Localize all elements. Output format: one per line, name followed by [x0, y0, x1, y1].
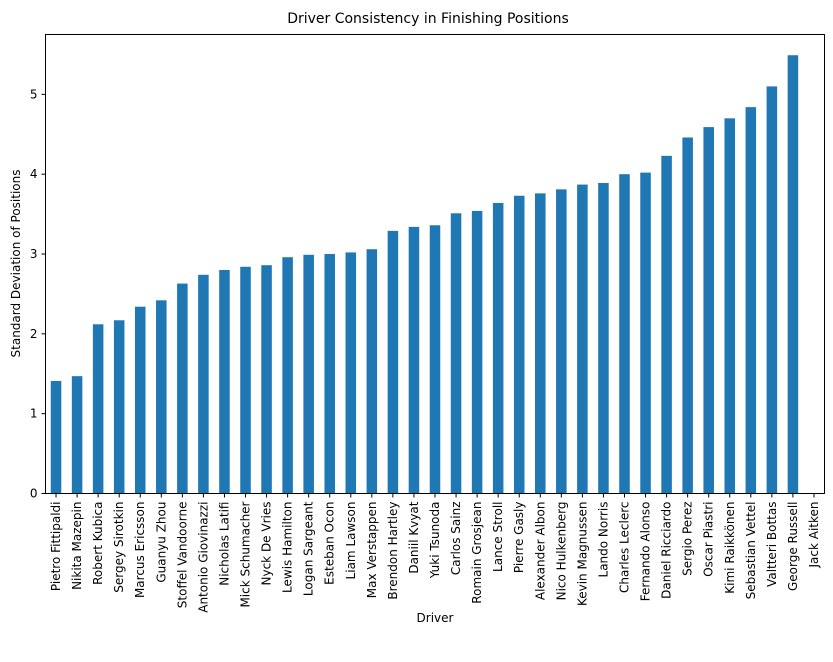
x-tick-label: Liam Lawson	[344, 502, 358, 580]
x-tick-label: Valtteri Bottas	[765, 502, 779, 587]
y-tick-label: 1	[30, 407, 38, 421]
bar	[703, 127, 714, 494]
bar	[535, 193, 546, 494]
y-axis: 0 1 2 3 4 5	[30, 87, 46, 501]
x-tick-label: Antonio Giovinazzi	[196, 502, 210, 613]
x-tick-label: Sebastian Vettel	[744, 502, 758, 600]
x-tick-label: Max Verstappen	[365, 502, 379, 599]
bar	[682, 137, 693, 494]
plot-frame	[45, 34, 825, 494]
x-tick-label: Fernando Alonso	[639, 502, 653, 602]
x-tick-label: Carlos Sainz	[449, 502, 463, 576]
bar	[261, 265, 272, 494]
x-tick-label: Kimi Raikkönen	[723, 502, 737, 594]
x-tick-label: Brendon Hartley	[386, 502, 400, 600]
bar	[766, 86, 778, 494]
bar	[92, 324, 104, 494]
x-tick-label: Mick Schumacher	[239, 501, 253, 607]
x-tick-label: Lewis Hamilton	[281, 502, 295, 593]
x-tick-label: Lando Norris	[596, 502, 610, 578]
x-tick-label: Marcus Ericsson	[133, 502, 147, 599]
bar	[640, 172, 651, 494]
x-tick-label: Charles Leclerc	[617, 502, 631, 594]
x-tick-label: Pietro Fittipaldi	[49, 502, 63, 592]
x-tick-label: Jack Aitken	[807, 502, 821, 569]
x-tick-label: Nikita Mazepin	[70, 502, 84, 590]
bar	[324, 254, 335, 494]
bar	[113, 320, 125, 494]
x-tick-label: Daniel Ricciardo	[660, 502, 674, 599]
bar	[787, 55, 799, 494]
x-tick-label: Nico Hulkenberg	[554, 502, 568, 601]
bar	[513, 195, 525, 494]
bars-group	[50, 55, 799, 494]
y-tick-label: 2	[30, 327, 38, 341]
y-axis-label: Standard Deviation of Positions	[9, 170, 23, 358]
bar	[556, 189, 567, 494]
bar	[619, 174, 630, 494]
x-tick-label: Pierre Gasly	[512, 502, 526, 574]
x-tick-label: Logan Sargeant	[302, 501, 316, 596]
bar	[345, 252, 357, 494]
y-tick-label: 0	[30, 487, 38, 501]
x-tick-label: Alexander Albon	[533, 502, 547, 601]
x-tick-label: Nyck De Vries	[260, 502, 274, 586]
x-tick-label: Sergey Sirotkin	[112, 502, 126, 593]
bar	[429, 225, 441, 494]
x-tick-label: Daniil Kvyat	[407, 501, 421, 573]
x-tick-label: George Russell	[786, 502, 800, 592]
bar	[724, 118, 736, 494]
bar	[198, 274, 209, 494]
x-tick-label: Yuki Tsunoda	[428, 502, 442, 580]
x-tick-label: Sergio Perez	[681, 502, 695, 576]
x-tick-label: Oscar Piastri	[702, 502, 716, 577]
bar	[492, 202, 504, 494]
bar	[471, 210, 483, 494]
bar	[661, 155, 672, 494]
bar	[240, 266, 251, 494]
y-tick-label: 4	[30, 167, 38, 181]
x-axis-label: Driver	[417, 611, 454, 625]
bar	[156, 300, 167, 494]
bar	[50, 380, 62, 494]
bar	[366, 249, 378, 494]
y-tick-label: 5	[30, 87, 38, 101]
bar	[303, 254, 314, 494]
bar	[745, 107, 757, 494]
bar	[282, 257, 293, 494]
bar	[177, 283, 188, 494]
bar	[387, 230, 399, 494]
y-tick-label: 3	[30, 247, 38, 261]
bar	[408, 226, 420, 494]
bar	[134, 306, 146, 494]
bar	[598, 182, 609, 494]
bar	[450, 213, 462, 494]
chart-title: Driver Consistency in Finishing Position…	[287, 11, 569, 27]
x-tick-label: Robert Kubica	[91, 502, 105, 585]
x-axis: Pietro Fittipaldi Nikita Mazepin Robert Ku…	[49, 493, 821, 613]
x-tick-label: Guanyu Zhou	[154, 502, 168, 583]
x-tick-label: Stoffel Vandoorne	[175, 502, 189, 609]
bar	[71, 376, 83, 494]
x-tick-label: Kevin Magnussen	[575, 502, 589, 607]
bar	[577, 184, 588, 494]
bar	[219, 269, 230, 494]
x-tick-label: Lance Stroll	[491, 502, 505, 572]
x-tick-label: Nicholas Latifi	[217, 502, 231, 586]
x-tick-label: Esteban Ocon	[323, 502, 337, 585]
x-tick-label: Romain Grosjean	[470, 502, 484, 604]
